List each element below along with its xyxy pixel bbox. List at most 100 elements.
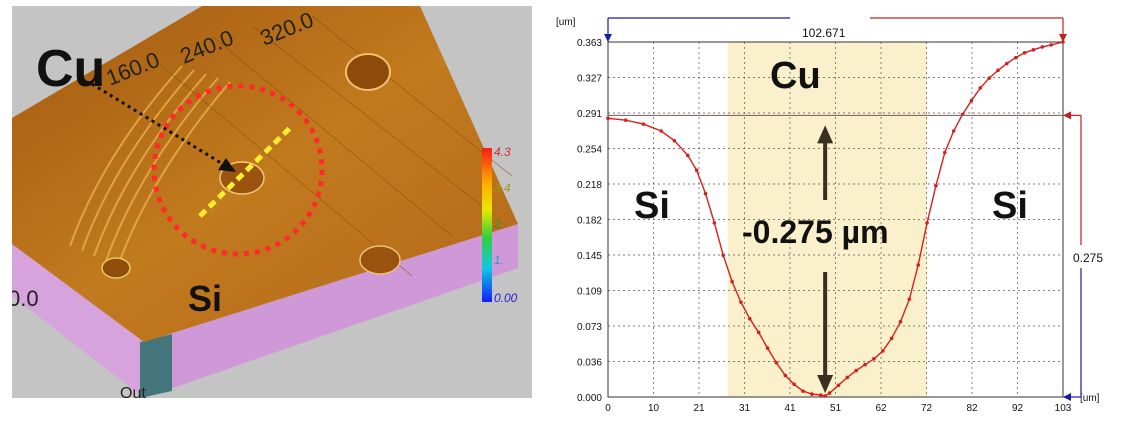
series-point bbox=[765, 346, 770, 350]
series-point bbox=[916, 263, 921, 267]
y-tick-label: 0.291 bbox=[577, 109, 602, 120]
series-point bbox=[792, 382, 796, 387]
x-tick-labels: 0 10 21 31 41 51 62 72 82 92 103 bbox=[605, 403, 1072, 414]
height-arrowhead-top bbox=[1063, 111, 1071, 120]
series-point bbox=[641, 122, 646, 126]
surface-faint-lines bbox=[161, 15, 513, 277]
series-point bbox=[801, 389, 805, 393]
profile-series bbox=[606, 40, 1065, 398]
series-point bbox=[951, 129, 956, 133]
series-point bbox=[730, 279, 734, 284]
series-point bbox=[845, 375, 850, 380]
label-cu: Cu bbox=[36, 40, 105, 98]
y-tick-label: 0.036 bbox=[577, 358, 602, 369]
series-point bbox=[854, 368, 858, 373]
series-point bbox=[1049, 43, 1053, 47]
width-arrowhead-left bbox=[604, 34, 612, 42]
cu-pointer-arrowhead bbox=[218, 158, 236, 172]
x-tick-label: 51 bbox=[830, 403, 842, 414]
depth-arrowhead-up bbox=[817, 125, 834, 144]
series-point bbox=[823, 394, 827, 398]
series-point bbox=[694, 168, 699, 172]
series-point bbox=[1005, 61, 1009, 66]
series-point bbox=[672, 138, 677, 143]
series-point bbox=[623, 118, 628, 123]
corner-label: Out bbox=[120, 385, 146, 398]
y-tick-label: 0.000 bbox=[577, 393, 602, 404]
height-arrowhead-bottom bbox=[1063, 393, 1071, 401]
height-label: 0.275 bbox=[1073, 251, 1103, 265]
series-point bbox=[659, 129, 663, 133]
series-point bbox=[774, 360, 779, 365]
series-point bbox=[1040, 45, 1045, 49]
series-point bbox=[978, 86, 983, 90]
y-tick-label: 0.327 bbox=[577, 74, 602, 85]
y-tick-label: 0.182 bbox=[577, 216, 602, 227]
colorbar-label-min: 0.00 bbox=[494, 291, 518, 305]
series-point bbox=[863, 362, 867, 367]
colorbar-label-max: 4.3 bbox=[494, 145, 511, 159]
series-point bbox=[721, 253, 726, 257]
colorbar-label-4: 1. bbox=[494, 253, 504, 267]
series-point bbox=[987, 76, 991, 80]
height-colorbar bbox=[482, 148, 492, 302]
x-tick-label: 41 bbox=[784, 403, 796, 414]
y-tick-label: 0.218 bbox=[577, 180, 602, 191]
sample-corner bbox=[140, 334, 172, 398]
series-point bbox=[748, 316, 752, 321]
series-point bbox=[739, 300, 743, 304]
x-tick-label: 62 bbox=[875, 403, 887, 414]
profile-line bbox=[198, 124, 294, 218]
series-point bbox=[1031, 48, 1036, 52]
region-label-si-right: Si bbox=[992, 185, 1028, 227]
left-axis-label: 0.0 bbox=[12, 286, 39, 311]
label-si: Si bbox=[188, 278, 222, 319]
x-tick-label: 10 bbox=[648, 403, 660, 414]
colorbar-label-3: 2. bbox=[493, 217, 504, 231]
series-point bbox=[872, 357, 876, 361]
x-tick-label: 0 bbox=[605, 403, 611, 414]
series-point bbox=[827, 391, 832, 395]
measurement-overlay bbox=[604, 17, 1082, 401]
series-point bbox=[685, 153, 690, 158]
depth-arrowhead-down bbox=[817, 375, 834, 393]
y-tick-labels: 0.000 0.036 0.073 0.109 0.145 0.182 0.218 0.254… bbox=[577, 38, 602, 404]
pit-bottom bbox=[359, 245, 401, 275]
x-tick-label: 21 bbox=[693, 403, 705, 414]
series-point bbox=[606, 116, 610, 121]
x-tick-label: 72 bbox=[921, 403, 933, 414]
y-tick-label: 0.363 bbox=[577, 38, 602, 49]
series-point bbox=[898, 319, 903, 324]
series-point bbox=[889, 336, 894, 341]
x-tick-label: 92 bbox=[1012, 403, 1024, 414]
colorbar-labels: 4.3 3.4 2. 1. 0.00 bbox=[493, 145, 518, 305]
width-label: 102.671 bbox=[802, 26, 846, 40]
width-arrowhead-right bbox=[1059, 34, 1067, 42]
series-point bbox=[756, 330, 761, 335]
cu-pointer-line bbox=[91, 82, 227, 168]
series-point bbox=[943, 150, 947, 155]
series-point bbox=[1022, 50, 1027, 55]
series-point bbox=[836, 383, 841, 388]
y-tick-label: 0.073 bbox=[577, 322, 602, 333]
series-point bbox=[907, 297, 912, 302]
colorbar-label-2: 3.4 bbox=[494, 181, 511, 195]
pit-top bbox=[345, 53, 391, 91]
x-tick-label: 103 bbox=[1055, 403, 1072, 414]
sample-side-right bbox=[144, 224, 518, 398]
surface-stripes bbox=[69, 65, 231, 267]
surface-3d-view: Cu Si 160.0 240.0 320.0 0.0 Out 4.3 3.4 … bbox=[12, 6, 532, 398]
series-point bbox=[1013, 55, 1018, 60]
series-point bbox=[925, 221, 929, 225]
series-point bbox=[996, 68, 1000, 73]
pit-left bbox=[101, 257, 131, 279]
x-unit-label: [um] bbox=[1080, 393, 1100, 404]
series-point bbox=[934, 183, 938, 188]
cu-via-circle bbox=[151, 83, 325, 257]
y-tick-label: 0.145 bbox=[577, 251, 602, 262]
series-point bbox=[969, 98, 974, 103]
region-label-si-left: Si bbox=[634, 185, 670, 227]
x-tick-label: 82 bbox=[966, 403, 978, 414]
region-label-cu: Cu bbox=[770, 55, 821, 97]
y-tick-label: 0.109 bbox=[577, 287, 602, 298]
